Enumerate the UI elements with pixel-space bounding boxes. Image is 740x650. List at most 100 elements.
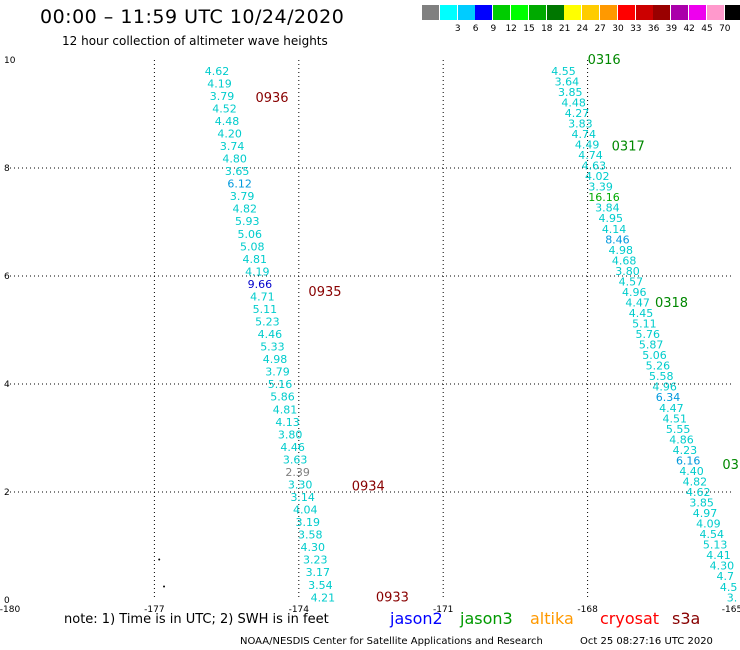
swh-value: 3.39 xyxy=(588,181,613,194)
scale-label: 45 xyxy=(701,24,713,34)
swh-value: 4.82 xyxy=(683,475,708,488)
pass-time-label: 03 xyxy=(722,458,739,473)
y-tick-label: 0 xyxy=(4,596,10,606)
swh-value: 5.33 xyxy=(260,341,285,354)
swh-value: 4.48 xyxy=(215,115,240,128)
y-tick-label: 2 xyxy=(4,488,10,498)
credit-text: NOAA/NESDIS Center for Satellite Applica… xyxy=(240,636,543,647)
swh-value: 3.63 xyxy=(283,453,308,466)
swh-value: 4.47 xyxy=(659,402,684,415)
swh-value: 5.76 xyxy=(636,328,661,341)
scale-label: 6 xyxy=(472,24,479,34)
scale-swatch xyxy=(600,5,617,20)
scale-swatch xyxy=(635,5,653,20)
swh-value: 4.96 xyxy=(622,286,647,299)
scale-swatch xyxy=(528,5,546,20)
swh-value: 4.21 xyxy=(311,591,336,604)
swh-value: 5.55 xyxy=(666,423,691,436)
scale-label: 39 xyxy=(665,24,678,34)
swh-value: 3.80 xyxy=(278,428,303,441)
y-tick-label: 6 xyxy=(4,272,10,282)
x-tick-label: -171 xyxy=(433,605,453,615)
scale-label: 36 xyxy=(647,24,660,34)
swh-value: 5.86 xyxy=(270,391,295,404)
swh-value: 4.09 xyxy=(696,518,721,531)
swh-value: 2.39 xyxy=(285,466,310,479)
swh-value: 6.12 xyxy=(227,178,252,191)
altimeter-tracks: 4.624.193.794.524.484.203.744.803.656.12… xyxy=(158,65,738,604)
swh-value: 3.17 xyxy=(306,566,331,579)
scale-swatch xyxy=(706,5,724,20)
y-tick-label: 8 xyxy=(4,164,10,174)
map-title: 00:00 – 11:59 UTC 10/24/2020 xyxy=(40,6,345,28)
swh-value: 5.06 xyxy=(642,349,667,362)
scale-label: 33 xyxy=(630,24,642,34)
scale-label: 21 xyxy=(558,24,571,34)
x-tick-label: -165 xyxy=(722,605,740,615)
swh-value: 3.85 xyxy=(689,497,714,510)
scale-label: 42 xyxy=(683,24,695,34)
pass-time-label: 0936 xyxy=(255,91,288,106)
swh-value: 9.66 xyxy=(248,278,273,291)
swh-value: 4.02 xyxy=(585,170,610,183)
scale-swatch xyxy=(511,5,528,20)
swh-value: 5.16 xyxy=(268,378,293,391)
swh-value: 4.27 xyxy=(565,107,590,120)
scale-swatch xyxy=(475,5,493,20)
swh-value: 5.93 xyxy=(235,215,260,228)
scale-label: 18 xyxy=(541,24,553,34)
scale-label: 27 xyxy=(594,24,606,34)
swh-value: 4.81 xyxy=(273,403,298,416)
map-subtitle: 12 hour collection of altimeter wave hei… xyxy=(62,34,328,48)
mission-label-cryosat: cryosat xyxy=(600,609,660,628)
swh-value: 3.30 xyxy=(288,478,313,491)
map-note: note: 1) Time is in UTC; 2) SWH is in fe… xyxy=(64,612,329,627)
scale-swatch xyxy=(617,5,635,20)
swh-value: 4.71 xyxy=(250,290,275,303)
swh-value: 16.16 xyxy=(588,191,620,204)
x-tick-label: -180 xyxy=(0,605,20,615)
y-tick-label: 4 xyxy=(4,380,10,390)
swh-value: 4.45 xyxy=(629,307,654,320)
swh-value: 4.19 xyxy=(207,77,232,90)
scale-swatch xyxy=(422,5,439,20)
swh-value: 4.7 xyxy=(717,570,735,583)
swh-value: 5.06 xyxy=(237,228,262,241)
swh-value: 4.13 xyxy=(275,416,300,429)
swh-value: 4.19 xyxy=(245,265,270,278)
swh-value: 3.79 xyxy=(230,190,255,203)
map-grid xyxy=(10,60,732,600)
scale-swatch xyxy=(724,5,740,20)
swh-value: 3.74 xyxy=(220,140,245,153)
scale-label: 12 xyxy=(505,24,517,34)
swh-value: 4.95 xyxy=(598,212,623,225)
mission-label-jason2: jason2 xyxy=(390,609,443,628)
swh-value: 5.26 xyxy=(646,360,671,373)
pass-time-label: 0934 xyxy=(352,480,385,495)
generated-timestamp: Oct 25 08:27:16 UTC 2020 xyxy=(580,636,713,647)
swh-value: 4.5 xyxy=(720,581,738,594)
pass-time-label: 0317 xyxy=(612,139,645,154)
x-tick-label: -177 xyxy=(144,605,164,615)
swh-value: 4.41 xyxy=(706,549,731,562)
swh-value: 4.46 xyxy=(280,441,305,454)
swh-value: 3.58 xyxy=(298,529,323,542)
swh-value: 4.46 xyxy=(258,328,283,341)
swh-value: 4.48 xyxy=(561,96,586,109)
data-dot xyxy=(158,558,161,561)
scale-swatch xyxy=(582,5,600,20)
swh-value: 4.51 xyxy=(662,412,687,425)
swh-value: 4.96 xyxy=(652,381,677,394)
swh-value: 4.98 xyxy=(263,353,288,366)
swh-value: 4.49 xyxy=(575,139,600,152)
swh-value: 4.14 xyxy=(602,223,627,236)
swh-value: 3.14 xyxy=(290,491,315,504)
swh-value: 6.34 xyxy=(656,391,681,404)
swh-value: 5.11 xyxy=(253,303,278,316)
swh-value: 5.87 xyxy=(639,339,664,352)
swh-value: 4.80 xyxy=(222,153,247,166)
swh-value: 3.85 xyxy=(558,86,583,99)
swh-value: 3.54 xyxy=(308,579,333,592)
swh-value: 4.74 xyxy=(578,149,603,162)
swh-value: 3. xyxy=(727,591,738,604)
